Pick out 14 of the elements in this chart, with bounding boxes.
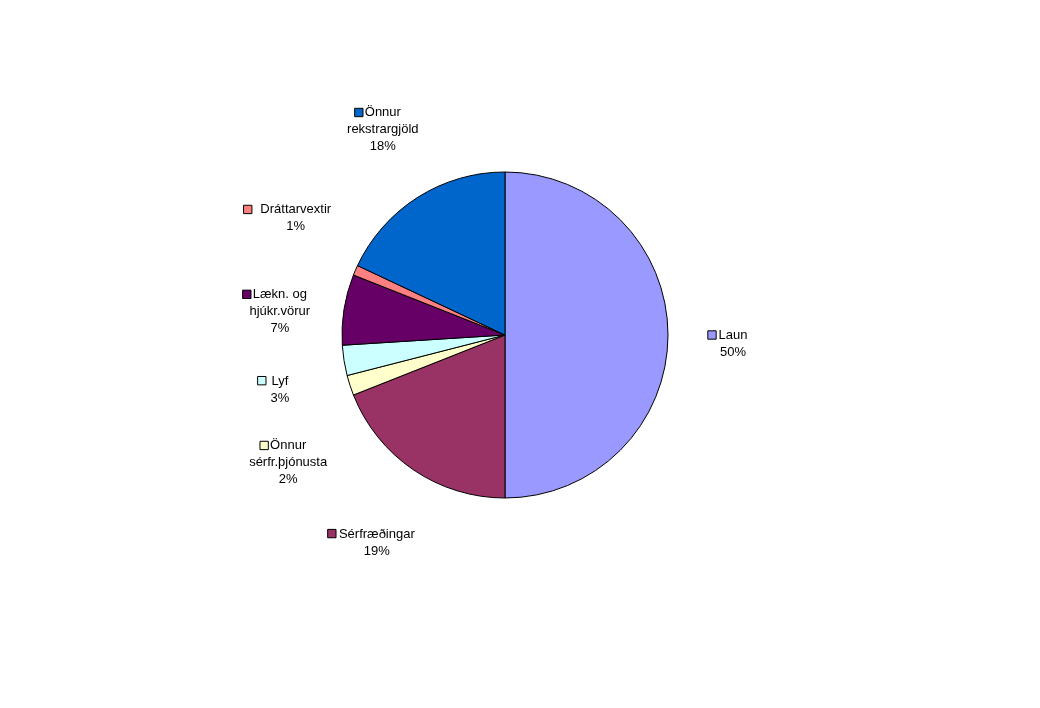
data-label: 19% bbox=[363, 542, 391, 558]
data-label: 7% bbox=[270, 320, 290, 336]
legend-label: Laun bbox=[718, 327, 748, 342]
data-label: 3% bbox=[270, 389, 290, 405]
legend-label: Önnur sérfr.þjónusta bbox=[249, 437, 328, 470]
data-label: 50% bbox=[719, 344, 747, 359]
legend-label: Dráttarvextir bbox=[260, 201, 332, 217]
legend-label: Önnur rekstrargjöld bbox=[347, 104, 419, 137]
legend-label: Lyf bbox=[271, 372, 289, 388]
legend-label: Sérfræðingar bbox=[338, 525, 416, 541]
legend-label: Lækn. og hjúkr.vörur bbox=[249, 286, 311, 319]
data-label: 1% bbox=[286, 218, 306, 234]
data-label: 2% bbox=[278, 471, 298, 487]
data-label: 18% bbox=[369, 138, 397, 154]
